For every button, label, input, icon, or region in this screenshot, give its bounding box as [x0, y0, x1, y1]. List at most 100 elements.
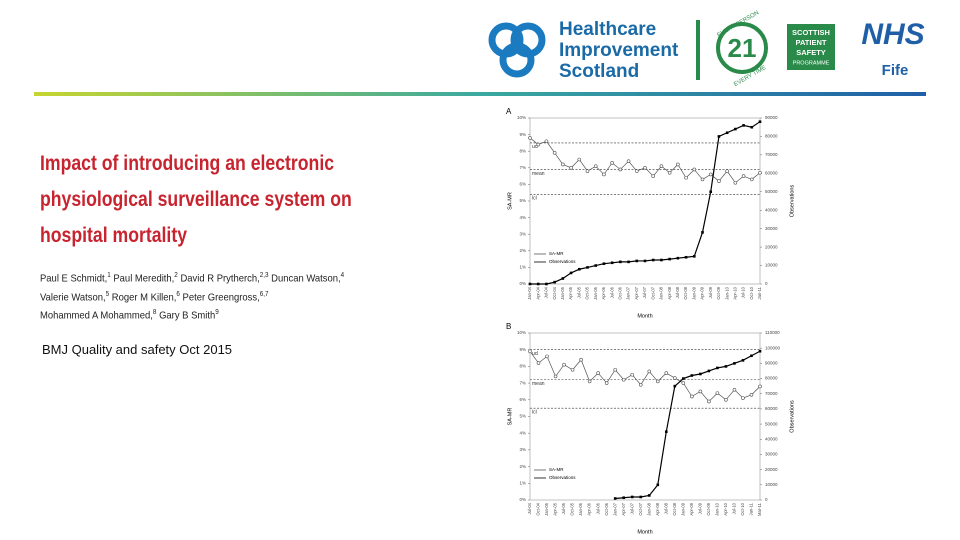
point [725, 169, 729, 173]
affiliation: 6 [176, 290, 180, 298]
point [613, 497, 617, 500]
x-tick-label: Jul-10 [732, 502, 737, 514]
y2-tick-label: 100000 [765, 345, 781, 350]
point [742, 124, 745, 127]
y2-tick-label: 60000 [765, 171, 778, 176]
x-tick-label: Oct-07 [650, 286, 655, 299]
series-line [529, 351, 761, 402]
x-tick-label: Jan-07 [626, 286, 631, 299]
title-line: physiological surveillance system on [40, 188, 352, 211]
title-line: Impact of introducing an electronic [40, 152, 335, 175]
point [544, 139, 549, 144]
x-tick-label: Jan-10 [715, 502, 720, 515]
x-tick-label: Oct-08 [672, 502, 677, 515]
x-tick-label: Apr-06 [587, 502, 592, 515]
x-tick-label: Apr-04 [535, 286, 540, 299]
nhs-text: NHS [861, 18, 924, 51]
point [708, 172, 713, 177]
y2-tick-label: 30000 [765, 226, 778, 231]
x-tick-label: Jan-08 [659, 286, 664, 299]
board-text: Fife [882, 62, 909, 79]
x-tick-label: Apr-05 [553, 502, 558, 515]
point [717, 179, 721, 183]
point [667, 170, 672, 175]
x-tick-label: Oct-07 [638, 502, 643, 515]
y2-tick-label: 40000 [765, 436, 778, 441]
y-tick-label: 7% [519, 380, 526, 385]
point [724, 365, 728, 368]
point [639, 495, 643, 499]
author-line: Valerie Watson,5 Roger M Killen,6 Peter … [40, 287, 344, 306]
author-name: David R Prytherch, [180, 272, 260, 285]
header-rule [34, 92, 926, 96]
y-tick-label: 3% [519, 447, 526, 452]
y-tick-label: 4% [519, 430, 526, 435]
x-tick-label: Oct-05 [585, 286, 590, 299]
point [717, 135, 721, 138]
point [733, 362, 736, 365]
point [655, 379, 660, 384]
logo-text: Scotland [559, 61, 639, 82]
x-tick-label: Oct-10 [749, 286, 754, 299]
point [758, 349, 762, 353]
affiliation: 4 [340, 272, 345, 279]
point [758, 384, 762, 389]
point [613, 367, 617, 372]
point [690, 374, 694, 377]
x-tick-label: Apr-09 [700, 286, 705, 299]
x-tick-label: Apr-10 [732, 286, 737, 299]
point [622, 496, 626, 500]
point [536, 361, 541, 365]
y-tick-label: 0% [519, 497, 526, 502]
point [676, 256, 680, 260]
x-axis-title: Month [637, 313, 652, 319]
x-tick-label: Oct-09 [706, 502, 711, 515]
point [741, 174, 746, 178]
point [709, 190, 713, 194]
x-tick-label: Jul-04 [544, 286, 549, 298]
point [664, 371, 669, 375]
control-label: lcl [532, 409, 537, 415]
point [758, 170, 762, 175]
y2-tick-label: 0 [765, 497, 768, 502]
point [656, 483, 660, 487]
y-tick-label: 4% [519, 215, 526, 220]
y-tick-label: 2% [519, 464, 526, 469]
x-tick-label: Oct-06 [604, 502, 609, 515]
y-tick-label: 8% [519, 364, 526, 369]
point [545, 354, 549, 359]
y-tick-label: 1% [519, 265, 526, 270]
y-tick-label: 0% [519, 281, 526, 286]
y-tick-label: 10% [517, 330, 526, 335]
x-tick-label: Apr-08 [655, 502, 660, 515]
logo-mark: 21 [728, 33, 757, 63]
point [561, 162, 565, 167]
point [647, 494, 651, 497]
y-tick-label: 6% [519, 397, 526, 402]
x-tick-label: Jul-06 [595, 502, 600, 514]
x-tick-label: Apr-07 [621, 502, 626, 515]
point [610, 261, 614, 265]
x-tick-label: Oct-05 [570, 502, 575, 515]
y-tick-label: 6% [519, 182, 526, 187]
control-label: lcl [532, 196, 537, 202]
point [626, 159, 631, 163]
point [586, 266, 589, 269]
spsp-text: SCOTTISH [792, 28, 830, 37]
chart: B 0% 1% 2% 3% 4% 5% 6% 7% 8% 9% 10% 0 10000 20000 30000… [506, 322, 795, 535]
author-line: Mohammed A Mohammed,8 Gary B Smith9 [40, 305, 344, 324]
point [749, 177, 754, 182]
x-axis-title: Month [637, 529, 652, 535]
point [734, 127, 737, 131]
point [528, 282, 532, 286]
y-tick-label: 7% [519, 165, 526, 170]
y-tick-label: 5% [519, 414, 526, 419]
point [715, 391, 720, 395]
y2-tick-label: 10000 [765, 263, 778, 268]
nhs-logo: NHS Fife [850, 18, 936, 79]
author-name: Paul E Schmidt, [40, 272, 108, 285]
author-name: Roger M Killen, [111, 291, 177, 303]
x-tick-label: Jan-05 [544, 502, 549, 515]
point [528, 136, 532, 140]
point [579, 357, 583, 362]
